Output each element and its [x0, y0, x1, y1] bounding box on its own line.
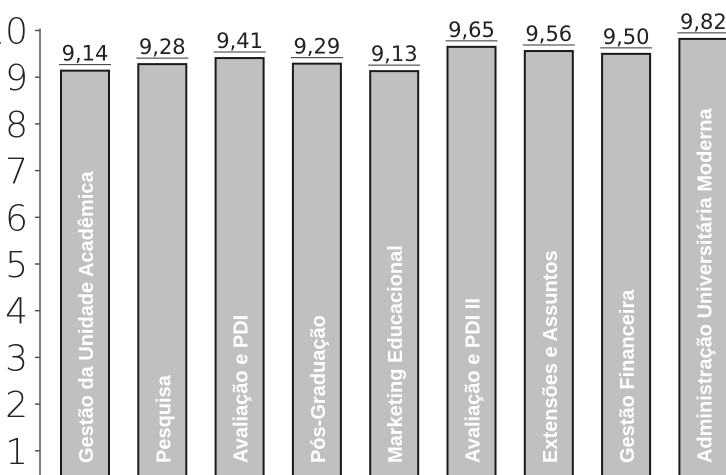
y-axis: 1 2 3 4 5 6 7 8 9 10 — [0, 12, 41, 475]
bar-group: 9,14 Gestão da Unidade Acadêmica — [59, 42, 111, 475]
category-label: Pós-Graduação — [308, 315, 330, 463]
data-label: 9,29 — [294, 35, 341, 59]
bar — [523, 50, 574, 475]
bar-group: 9,65 Avaliação e PDI II — [445, 18, 498, 475]
data-label: 9,65 — [448, 18, 495, 42]
y-tick-label: 9 — [5, 58, 28, 99]
y-tick-label: 2 — [5, 385, 28, 426]
bar — [214, 57, 265, 475]
data-label: 9,13 — [371, 42, 418, 66]
bar-group: 9,41 Avaliação e PDI — [213, 29, 266, 475]
y-tick-label: 4 — [5, 292, 28, 333]
data-label: 9,82 — [680, 10, 726, 34]
y-tick-label: 8 — [5, 105, 28, 146]
data-label: 9,14 — [62, 42, 109, 66]
bar — [369, 70, 420, 475]
y-tick-label: 5 — [5, 245, 28, 286]
bar — [137, 63, 188, 475]
bar — [446, 45, 497, 475]
data-label: 9,50 — [603, 25, 650, 49]
y-tick-label: 10 — [0, 12, 28, 53]
category-label: Extensões e Assuntos — [540, 250, 562, 463]
category-label: Gestão da Unidade Acadêmica — [76, 171, 98, 463]
bar — [291, 62, 342, 475]
category-label: Administração Universitária Moderna — [694, 108, 716, 463]
bar-group: 9,50 Gestão Financeira — [600, 25, 653, 475]
y-tick-label: 7 — [5, 152, 28, 193]
bar-group: 9,13 Marketing Educacional — [368, 42, 421, 475]
bar-group: 9,82 Administração Universitária Moderna — [677, 10, 726, 475]
y-tick-label: 1 — [5, 432, 28, 473]
category-label: Pesquisa — [153, 374, 175, 463]
category-label: Avaliação e PDI II — [463, 298, 485, 463]
data-label: 9,41 — [216, 29, 263, 53]
category-label: Avaliação e PDI — [231, 315, 253, 463]
bar — [60, 69, 110, 475]
bar-group: 9,56 Extensões e Assuntos — [522, 22, 575, 475]
y-tick-label: 3 — [5, 338, 28, 379]
category-label: Marketing Educacional — [385, 245, 407, 463]
bar-group: 9,29 Pós-Graduação — [290, 35, 343, 475]
data-label: 9,56 — [525, 22, 572, 46]
data-label: 9,28 — [139, 35, 186, 59]
bar — [678, 37, 726, 475]
bar-group: 9,28 Pesquisa — [136, 35, 189, 475]
y-tick-label: 6 — [5, 198, 28, 239]
bars: 9,14 Gestão da Unidade Acadêmica 9,28 Pesqu… — [59, 10, 726, 475]
category-label: Gestão Financeira — [617, 289, 639, 463]
bar — [601, 52, 652, 475]
